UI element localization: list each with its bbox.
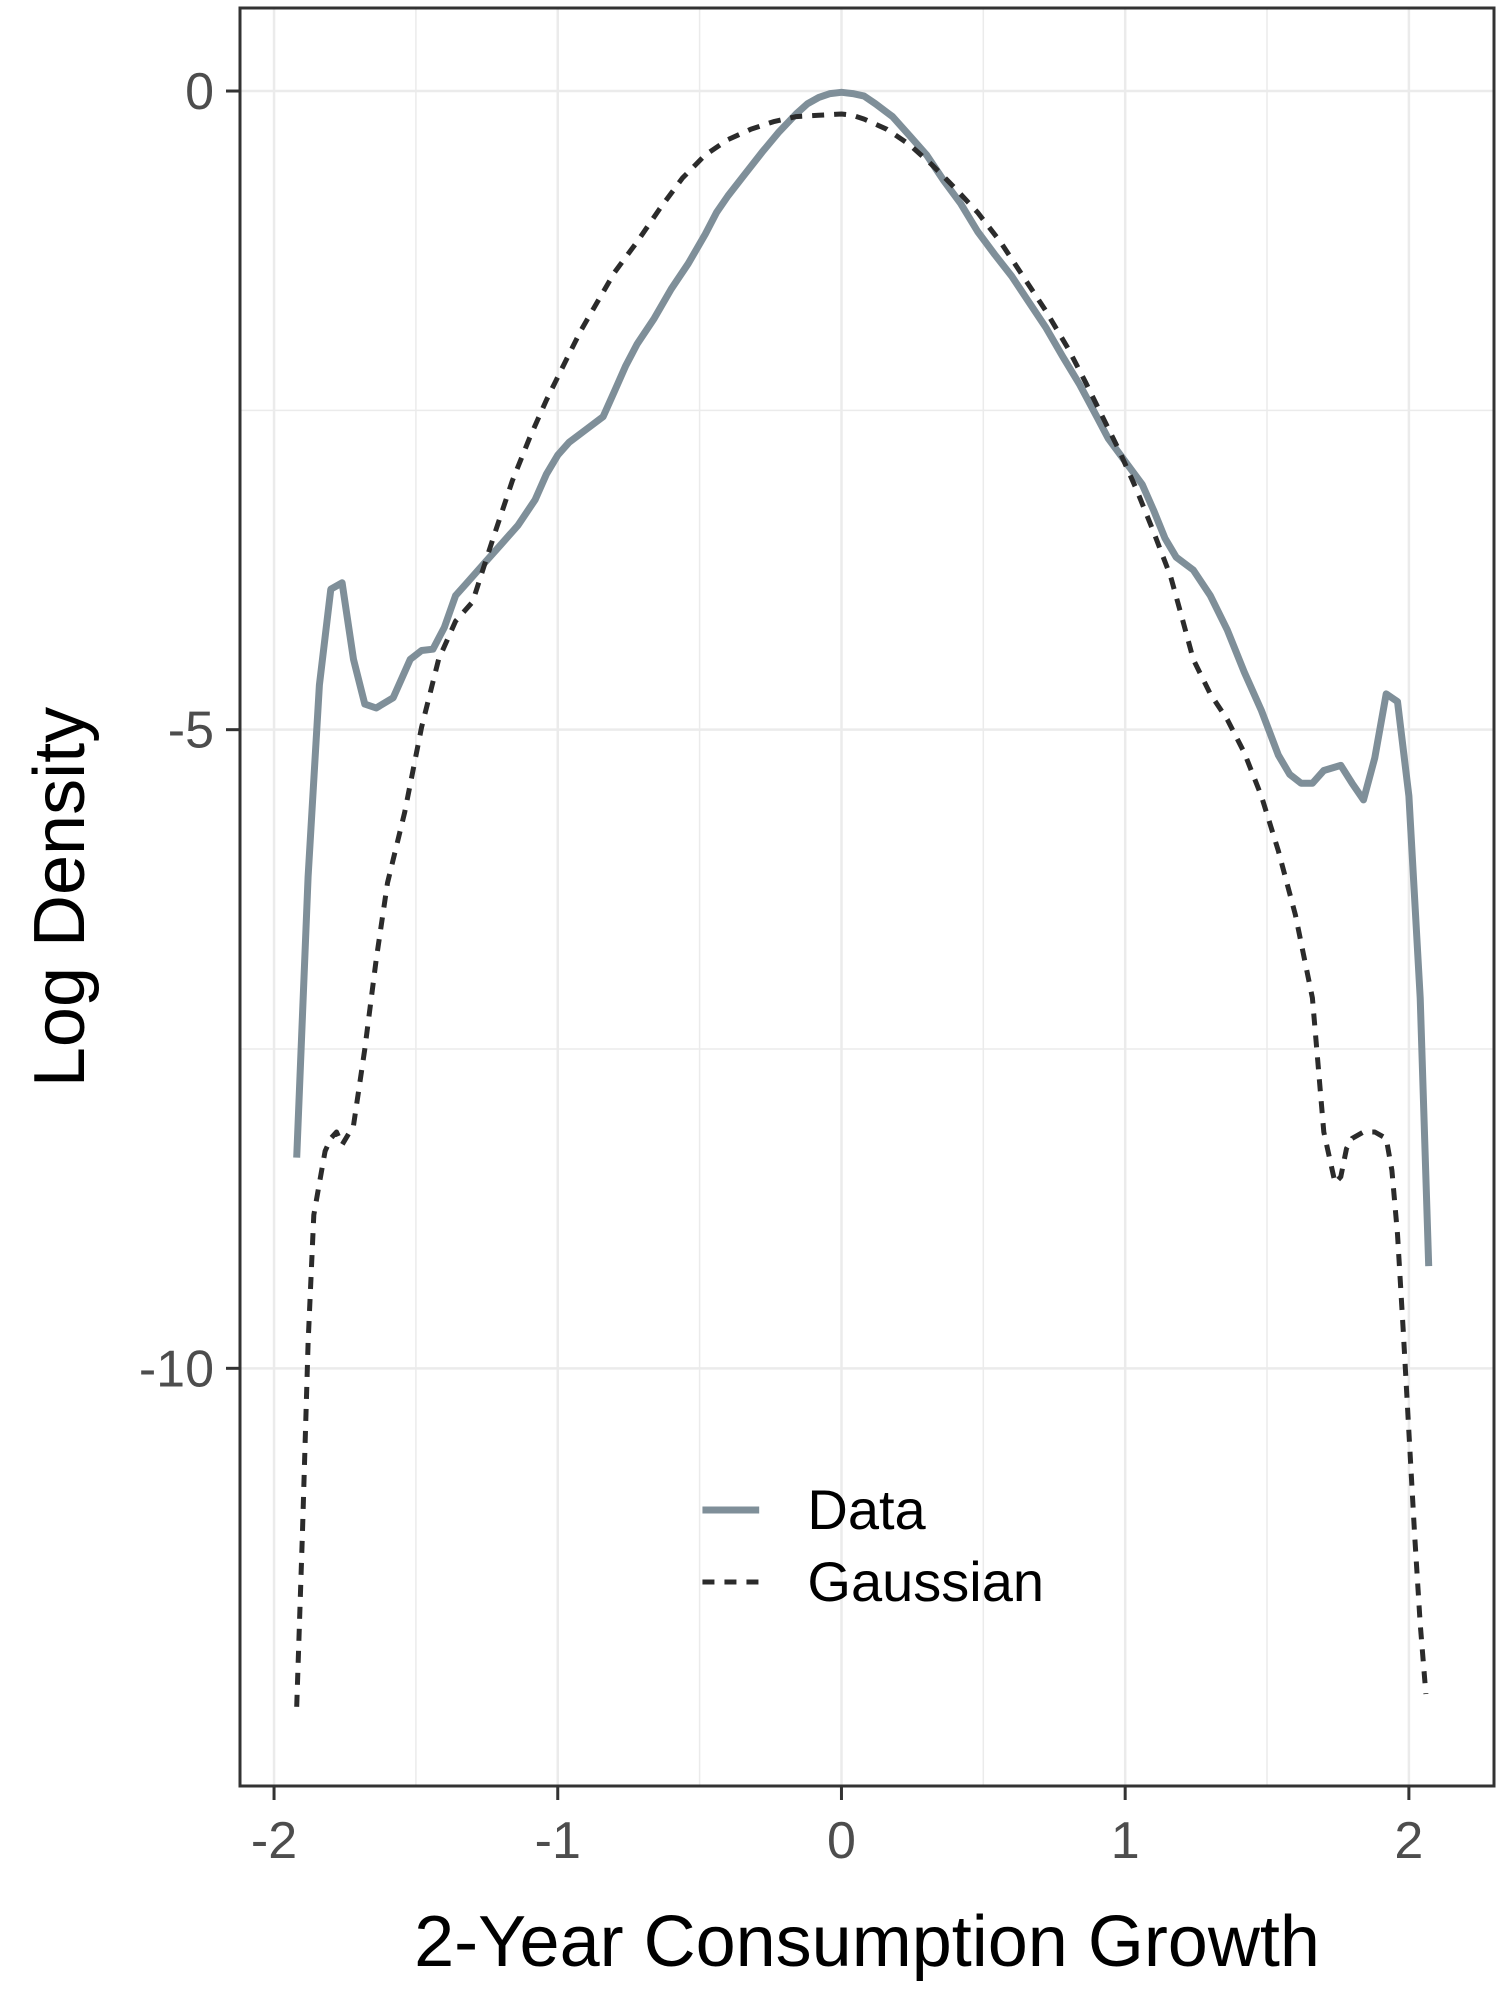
grid-lines — [240, 8, 1494, 1786]
y-tick-label: 0 — [185, 63, 214, 121]
series-line-data — [293, 88, 1433, 1267]
axes: -2 -1 0 1 20-5-10 — [139, 63, 1424, 1870]
x-tick-label: 0 — [827, 1812, 856, 1870]
legend-label-gaussian: Gaussian — [807, 1550, 1044, 1613]
series-lines — [293, 88, 1433, 1707]
legend: Data Gaussian — [702, 1478, 1044, 1613]
legend-label-data: Data — [807, 1478, 926, 1541]
panel-border — [238, 6, 1496, 1788]
x-tick-label: 2 — [1394, 1812, 1423, 1870]
y-tick-label: -10 — [139, 1340, 214, 1398]
x-tick-label: -1 — [535, 1812, 581, 1870]
y-axis-title: Log Density — [20, 707, 100, 1087]
y-tick-label: -5 — [168, 702, 214, 760]
x-tick-label: -2 — [251, 1812, 297, 1870]
x-axis-title: 2-Year Consumption Growth — [414, 1902, 1320, 1982]
x-tick-label: 1 — [1111, 1812, 1140, 1870]
